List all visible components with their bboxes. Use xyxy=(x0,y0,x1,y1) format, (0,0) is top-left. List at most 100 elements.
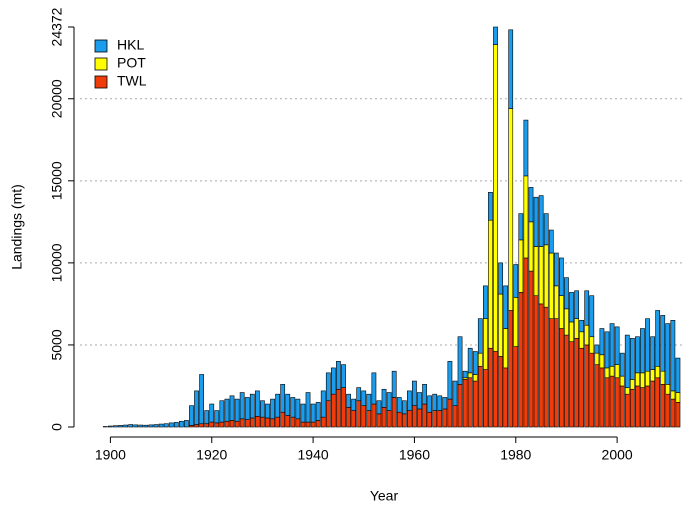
bar-segment xyxy=(458,384,462,427)
bar-segment xyxy=(458,337,462,385)
bar-segment xyxy=(402,401,406,414)
bar-segment xyxy=(341,388,345,427)
bar-segment xyxy=(255,391,259,416)
bar-segment xyxy=(377,414,381,427)
bar-segment xyxy=(428,396,432,412)
bar-segment xyxy=(205,411,209,424)
bar-segment xyxy=(483,370,487,427)
bar-segment xyxy=(625,394,629,427)
bar-segment xyxy=(336,389,340,427)
y-tick-label: 5000 xyxy=(49,329,65,360)
bar-segment xyxy=(569,342,573,427)
bar-segment xyxy=(113,426,117,427)
bar-segment xyxy=(260,417,264,427)
bar-segment xyxy=(362,391,366,406)
legend-swatch xyxy=(95,40,107,52)
bar-segment xyxy=(483,319,487,370)
bar-segment xyxy=(544,307,548,427)
bar-segment xyxy=(544,214,548,245)
bar-segment xyxy=(630,379,634,389)
legend-label: HKL xyxy=(117,37,144,53)
bar-segment xyxy=(585,325,589,345)
bar-segment xyxy=(260,401,264,417)
bar-segment xyxy=(519,292,523,427)
bar-segment xyxy=(331,368,335,394)
bar-segment xyxy=(529,271,533,427)
bar-segment xyxy=(326,373,330,401)
bar-segment xyxy=(468,373,472,378)
y-axis-title: Landings (mt) xyxy=(9,184,25,270)
bar-segment xyxy=(478,353,482,366)
bar-segment xyxy=(509,30,513,109)
x-axis-title: Year xyxy=(370,488,399,504)
bar-segment xyxy=(428,412,432,427)
bar-segment xyxy=(296,399,300,419)
bar-segment xyxy=(564,335,568,427)
bar-segment xyxy=(666,394,670,427)
bar-segment xyxy=(640,388,644,427)
bar-segment xyxy=(194,425,198,427)
bar-segment xyxy=(336,361,340,389)
bar-segment xyxy=(433,411,437,427)
bar-segment xyxy=(215,423,219,427)
bar-segment xyxy=(129,425,133,427)
bar-segment xyxy=(514,297,518,346)
x-tick-label: 1900 xyxy=(95,447,126,463)
x-tick-label: 1960 xyxy=(399,447,430,463)
bar-segment xyxy=(635,373,639,386)
bar-segment xyxy=(468,348,472,373)
bar-segment xyxy=(463,379,467,427)
bar-segment xyxy=(499,263,503,294)
bar-segment xyxy=(194,391,198,425)
bar-segment xyxy=(184,420,188,427)
bar-segment xyxy=(620,353,624,376)
bar-segment xyxy=(306,422,310,427)
bar-segment xyxy=(499,356,503,427)
bar-segment xyxy=(189,406,193,426)
bar-segment xyxy=(509,310,513,427)
y-tick-label: 15000 xyxy=(49,161,65,200)
bar-segment xyxy=(595,345,599,353)
bar-segment xyxy=(377,401,381,414)
bar-segment xyxy=(265,404,269,418)
bar-segment xyxy=(397,412,401,427)
bar-segment xyxy=(235,399,239,421)
bar-segment xyxy=(610,376,614,427)
bar-segment xyxy=(661,384,665,427)
bar-segment xyxy=(326,401,330,427)
bar-segment xyxy=(676,402,680,427)
bar-segment xyxy=(569,292,573,322)
bar-segment xyxy=(549,253,553,319)
bar-segment xyxy=(453,406,457,427)
bar-segment xyxy=(610,366,614,376)
bar-segment xyxy=(352,411,356,427)
bar-segment xyxy=(205,424,209,427)
bar-segment xyxy=(321,417,325,427)
bar-segment xyxy=(483,286,487,319)
bar-segment xyxy=(595,353,599,364)
bar-segment xyxy=(276,394,280,417)
bar-segment xyxy=(453,381,457,406)
bar-segment xyxy=(215,411,219,423)
x-tick-label: 1940 xyxy=(298,447,329,463)
bar-segment xyxy=(276,417,280,427)
bar-segment xyxy=(671,399,675,427)
bar-segment xyxy=(645,371,649,386)
bar-segment xyxy=(656,310,660,366)
bar-segment xyxy=(559,296,563,329)
bar-segment xyxy=(504,368,508,427)
bar-segment xyxy=(443,397,447,408)
bar-segment xyxy=(154,425,158,427)
bar-segment xyxy=(270,399,274,419)
x-tick-label: 1920 xyxy=(196,447,227,463)
bar-segment xyxy=(625,388,629,395)
bar-segment xyxy=(230,420,234,427)
bar-segment xyxy=(615,378,619,427)
bar-segment xyxy=(346,394,350,407)
bar-segment xyxy=(493,45,497,352)
bar-segment xyxy=(635,386,639,427)
bar-segment xyxy=(488,348,492,427)
bar-segment xyxy=(387,393,391,411)
bar-segment xyxy=(382,407,386,427)
